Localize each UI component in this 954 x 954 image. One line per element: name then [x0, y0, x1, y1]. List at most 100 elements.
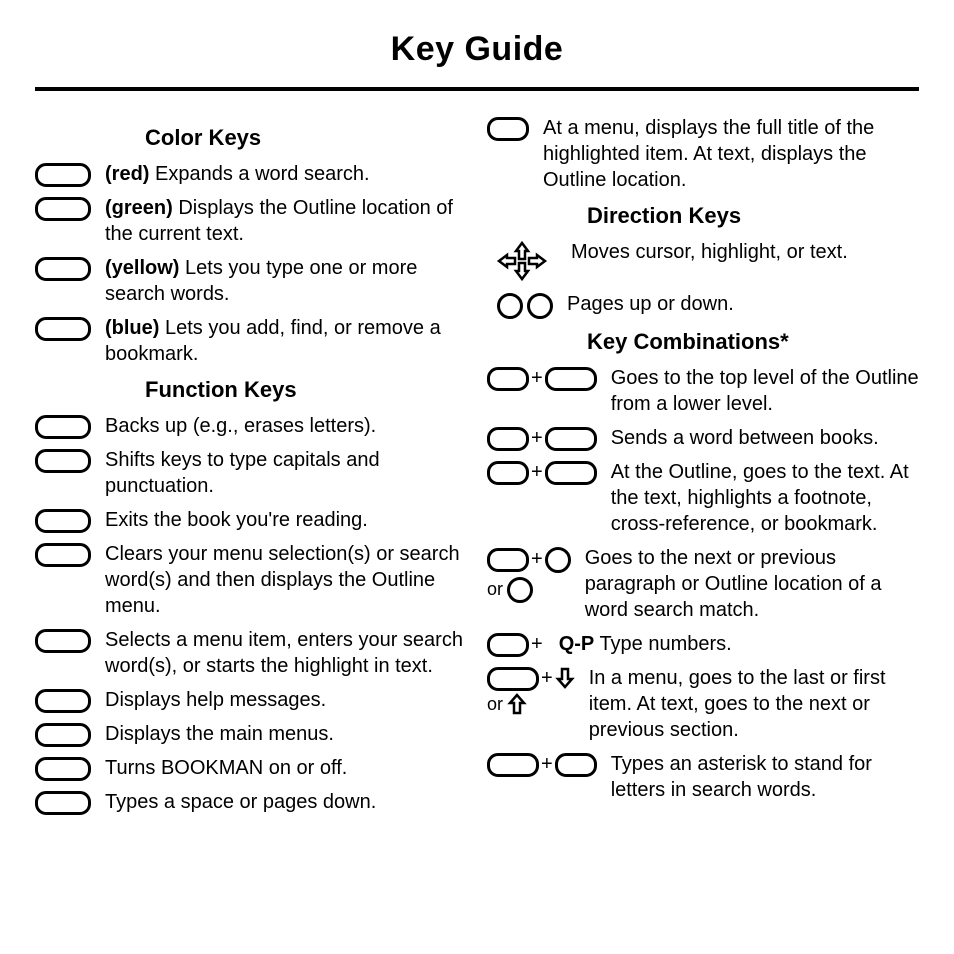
- function-key-desc: Displays the main menus.: [105, 721, 467, 747]
- plus-icon: +: [531, 427, 543, 450]
- combo-desc: Types an asterisk to stand for letters i…: [611, 751, 919, 803]
- key-icon: [35, 689, 91, 713]
- combo-desc: Goes to the top level of the Outline fro…: [611, 365, 919, 417]
- function-key-row: Selects a menu item, enters your search …: [35, 627, 467, 679]
- color-key-yellow: (yellow) Lets you type one or more searc…: [35, 255, 467, 307]
- function-key-desc: Displays help messages.: [105, 687, 467, 713]
- arrow-cluster-icon: [487, 239, 557, 283]
- function-key-desc: Types a space or pages down.: [105, 789, 467, 815]
- top-right-desc: At a menu, displays the full title of th…: [543, 115, 919, 193]
- left-column: Color Keys (red) Expands a word search. …: [35, 115, 467, 823]
- combo-row: + Q-P Type numbers.: [487, 631, 919, 657]
- color-key-blue: (blue) Lets you add, find, or remove a b…: [35, 315, 467, 367]
- plus-icon: +: [531, 633, 543, 656]
- combo-row: + or Goes to the next or previous paragr…: [487, 545, 919, 623]
- circle-icon: [545, 547, 571, 573]
- combo-icons: +: [487, 631, 545, 657]
- key-icon: [35, 163, 91, 187]
- qp-label: Q-P: [559, 633, 595, 655]
- color-keys-heading: Color Keys: [145, 125, 467, 151]
- combo-desc: Q-P Type numbers.: [559, 631, 919, 657]
- function-key-row: Turns BOOKMAN on or off.: [35, 755, 467, 781]
- key-icon: [35, 197, 91, 221]
- key-icon: [487, 427, 529, 451]
- key-icon: [487, 548, 529, 572]
- function-key-row: Clears your menu selection(s) or search …: [35, 541, 467, 619]
- combo-row: + or In a menu, goes to the last or firs…: [487, 665, 919, 743]
- combo-icons: +: [487, 459, 597, 485]
- function-key-row: Exits the book you're reading.: [35, 507, 467, 533]
- combo-row: + Types an asterisk to stand for letters…: [487, 751, 919, 803]
- color-key-red-desc: (red) Expands a word search.: [105, 161, 467, 187]
- key-icon: [545, 367, 597, 391]
- direction-keys-heading: Direction Keys: [587, 203, 919, 229]
- page-title: Key Guide: [35, 30, 919, 91]
- combo-row: + Sends a word between books.: [487, 425, 919, 451]
- function-key-desc: Selects a menu item, enters your search …: [105, 627, 467, 679]
- key-icon: [35, 629, 91, 653]
- plus-icon: +: [541, 667, 553, 690]
- blue-label: (blue): [105, 317, 159, 339]
- direction-desc: Pages up or down.: [567, 291, 919, 317]
- direction-row: Moves cursor, highlight, or text.: [487, 239, 919, 283]
- key-icon: [35, 257, 91, 281]
- combo-desc: In a menu, goes to the last or first ite…: [589, 665, 919, 743]
- combo-desc: Goes to the next or previous paragraph o…: [585, 545, 919, 623]
- key-icon: [35, 415, 91, 439]
- function-key-desc: Shifts keys to type capitals and punctua…: [105, 447, 467, 499]
- color-key-green-desc: (green) Displays the Outline location of…: [105, 195, 467, 247]
- circle-icon: [507, 577, 533, 603]
- function-keys-heading: Function Keys: [145, 377, 467, 403]
- color-key-green: (green) Displays the Outline location of…: [35, 195, 467, 247]
- or-text: or: [487, 579, 503, 600]
- combo-desc: At the Outline, goes to the text. At the…: [611, 459, 919, 537]
- color-key-yellow-desc: (yellow) Lets you type one or more searc…: [105, 255, 467, 307]
- function-key-row: Shifts keys to type capitals and punctua…: [35, 447, 467, 499]
- plus-icon: +: [531, 548, 543, 571]
- function-key-row: Displays the main menus.: [35, 721, 467, 747]
- key-icon: [35, 723, 91, 747]
- key-icon: [35, 509, 91, 533]
- combo-icons: +: [487, 365, 597, 391]
- key-icon: [487, 461, 529, 485]
- combo-desc: Sends a word between books.: [611, 425, 919, 451]
- key-icon: [35, 449, 91, 473]
- right-column: At a menu, displays the full title of th…: [487, 115, 919, 823]
- combo-icons: +: [487, 425, 597, 451]
- direction-row: Pages up or down.: [487, 291, 919, 319]
- key-icon: [487, 753, 539, 777]
- content-columns: Color Keys (red) Expands a word search. …: [35, 115, 919, 823]
- function-key-row: Backs up (e.g., erases letters).: [35, 413, 467, 439]
- key-icon: [487, 667, 539, 691]
- red-label: (red): [105, 163, 149, 185]
- function-key-desc: Clears your menu selection(s) or search …: [105, 541, 467, 619]
- key-icon: [35, 543, 91, 567]
- qp-text: Type numbers.: [594, 633, 731, 655]
- top-right-row: At a menu, displays the full title of th…: [487, 115, 919, 193]
- yellow-label: (yellow): [105, 257, 179, 279]
- key-combinations-heading: Key Combinations*: [587, 329, 919, 355]
- key-icon: [487, 367, 529, 391]
- combo-row: + Goes to the top level of the Outline f…: [487, 365, 919, 417]
- two-circles-icon: [497, 291, 553, 319]
- function-key-row: Types a space or pages down.: [35, 789, 467, 815]
- function-key-desc: Turns BOOKMAN on or off.: [105, 755, 467, 781]
- key-icon: [35, 757, 91, 781]
- combo-icons: + or: [487, 665, 575, 715]
- direction-desc: Moves cursor, highlight, or text.: [571, 239, 919, 265]
- red-text: Expands a word search.: [149, 163, 369, 185]
- key-icon: [35, 317, 91, 341]
- circle-icon: [527, 293, 553, 319]
- key-icon: [487, 117, 529, 141]
- down-arrow-icon: [555, 667, 575, 689]
- plus-icon: +: [531, 461, 543, 484]
- function-key-desc: Backs up (e.g., erases letters).: [105, 413, 467, 439]
- plus-icon: +: [531, 367, 543, 390]
- key-icon: [545, 461, 597, 485]
- combo-icons: +: [487, 751, 597, 777]
- color-key-red: (red) Expands a word search.: [35, 161, 467, 187]
- or-text: or: [487, 694, 503, 715]
- function-key-row: Displays help messages.: [35, 687, 467, 713]
- up-arrow-icon: [507, 693, 527, 715]
- key-icon: [555, 753, 597, 777]
